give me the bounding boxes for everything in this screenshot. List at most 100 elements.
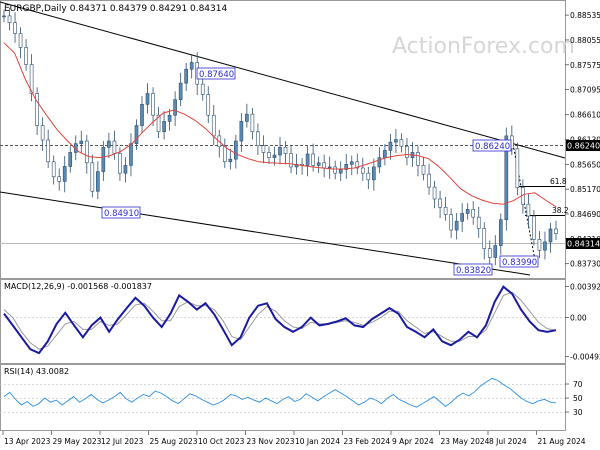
price-candle bbox=[432, 180, 437, 209]
price-candle bbox=[173, 91, 177, 127]
rsi-line bbox=[3, 377, 557, 408]
price-candle bbox=[57, 168, 62, 191]
candle-body bbox=[289, 153, 293, 168]
candle-body bbox=[515, 148, 520, 188]
candle-body bbox=[316, 162, 321, 166]
price-candle bbox=[118, 147, 122, 181]
candle-body bbox=[272, 154, 277, 158]
price-candle bbox=[151, 87, 155, 127]
annotation-text: 0.83820 bbox=[456, 266, 491, 276]
price-candle bbox=[333, 160, 338, 180]
candle-body bbox=[29, 64, 34, 94]
price-candle bbox=[526, 193, 531, 227]
annotation-0-83820: 0.83820 bbox=[453, 263, 493, 276]
watermark: ActionForex.com bbox=[392, 34, 575, 59]
price-candle bbox=[493, 235, 498, 266]
price-tag-box bbox=[566, 238, 600, 249]
price-candle bbox=[178, 72, 183, 106]
fib-61-8-label: 61.8 bbox=[550, 177, 567, 186]
price-candle bbox=[416, 146, 420, 177]
price-candle bbox=[498, 213, 503, 255]
price-candle bbox=[267, 146, 271, 164]
candle-body bbox=[84, 140, 89, 164]
price-candle bbox=[272, 146, 277, 166]
macd-signal-line bbox=[3, 291, 557, 350]
candle-body bbox=[421, 165, 426, 175]
price-candle bbox=[134, 119, 139, 150]
candle-body bbox=[372, 166, 376, 181]
price-candle bbox=[129, 133, 133, 177]
price-candle bbox=[349, 155, 354, 176]
price-candle bbox=[372, 158, 376, 191]
candle-body bbox=[482, 228, 487, 249]
rsi-axis: 70 50 30 bbox=[565, 380, 583, 417]
price-candle bbox=[421, 157, 426, 181]
candle-body bbox=[24, 47, 28, 65]
price-tag-current: 0.84314 bbox=[566, 238, 600, 249]
price-tick-label: 0.87575 bbox=[570, 61, 600, 70]
price-candle bbox=[234, 134, 238, 169]
ohlc-values: 0.84371 0.84379 0.84291 0.84314 bbox=[70, 4, 228, 14]
candle-body bbox=[283, 146, 288, 154]
candle-body bbox=[360, 167, 365, 174]
price-candle bbox=[554, 220, 558, 240]
candle-body bbox=[173, 99, 177, 116]
candle-body bbox=[443, 206, 448, 215]
candle-body bbox=[206, 94, 211, 116]
price-candle bbox=[460, 203, 464, 233]
price-candle bbox=[465, 203, 470, 220]
time-tick-label: 23 Feb 2024 bbox=[344, 437, 391, 446]
price-candle bbox=[250, 107, 255, 140]
candle-body bbox=[493, 245, 498, 258]
price-candle bbox=[532, 209, 536, 246]
price-candle bbox=[145, 83, 150, 114]
candle-body bbox=[256, 131, 260, 147]
price-candle bbox=[156, 106, 161, 138]
time-tick-label: 25 Aug 2023 bbox=[150, 437, 198, 446]
candle-body bbox=[90, 162, 95, 192]
price-candle bbox=[278, 136, 282, 165]
channel-upper-trendline bbox=[0, 1, 566, 159]
price-candle bbox=[96, 161, 100, 199]
price-tick-label: 0.87095 bbox=[570, 86, 600, 95]
price-candle bbox=[84, 134, 89, 174]
candle-body bbox=[13, 22, 17, 34]
candle-body bbox=[211, 114, 216, 137]
candle-body bbox=[189, 62, 194, 70]
time-tick-label: 9 Apr 2024 bbox=[392, 437, 434, 446]
price-candle bbox=[515, 142, 520, 196]
candle-body bbox=[167, 114, 172, 122]
price-candle bbox=[51, 155, 56, 185]
candle-body bbox=[394, 139, 398, 143]
annotation-box bbox=[453, 263, 493, 276]
price-candle bbox=[228, 148, 233, 170]
price-candle bbox=[162, 111, 166, 140]
price-candle bbox=[355, 153, 360, 175]
price-candle bbox=[289, 145, 293, 174]
candle-body bbox=[151, 93, 155, 116]
rsi-tick-label: 30 bbox=[573, 408, 583, 417]
candle-body bbox=[118, 153, 122, 174]
candle-body bbox=[234, 140, 238, 160]
price-tag-resistance: 0.86240 bbox=[566, 140, 600, 151]
price-candle bbox=[543, 231, 547, 260]
price-candle bbox=[338, 161, 343, 181]
annotation-0-86240: 0.86240 bbox=[472, 139, 512, 152]
annotation-text: 0.84910 bbox=[104, 209, 139, 219]
price-candle bbox=[261, 135, 266, 164]
price-candle bbox=[245, 103, 249, 128]
price-candle bbox=[2, 9, 6, 23]
candle-body bbox=[96, 171, 100, 192]
rsi-tick-label: 70 bbox=[573, 380, 583, 389]
candle-body bbox=[129, 143, 133, 166]
candle-body bbox=[322, 162, 326, 169]
macd-panel-frame bbox=[0, 279, 566, 364]
price-candle bbox=[327, 156, 332, 179]
price-candle bbox=[443, 196, 448, 221]
price-tick-label: 0.83730 bbox=[570, 260, 600, 269]
annotation-text: 0.86240 bbox=[475, 142, 510, 152]
time-axis: 13 Apr 2023 29 May 2023 12 Jul 2023 25 Aug … bbox=[2, 431, 586, 446]
price-candle bbox=[184, 62, 188, 91]
time-tick-label: 21 Aug 2024 bbox=[538, 437, 586, 446]
